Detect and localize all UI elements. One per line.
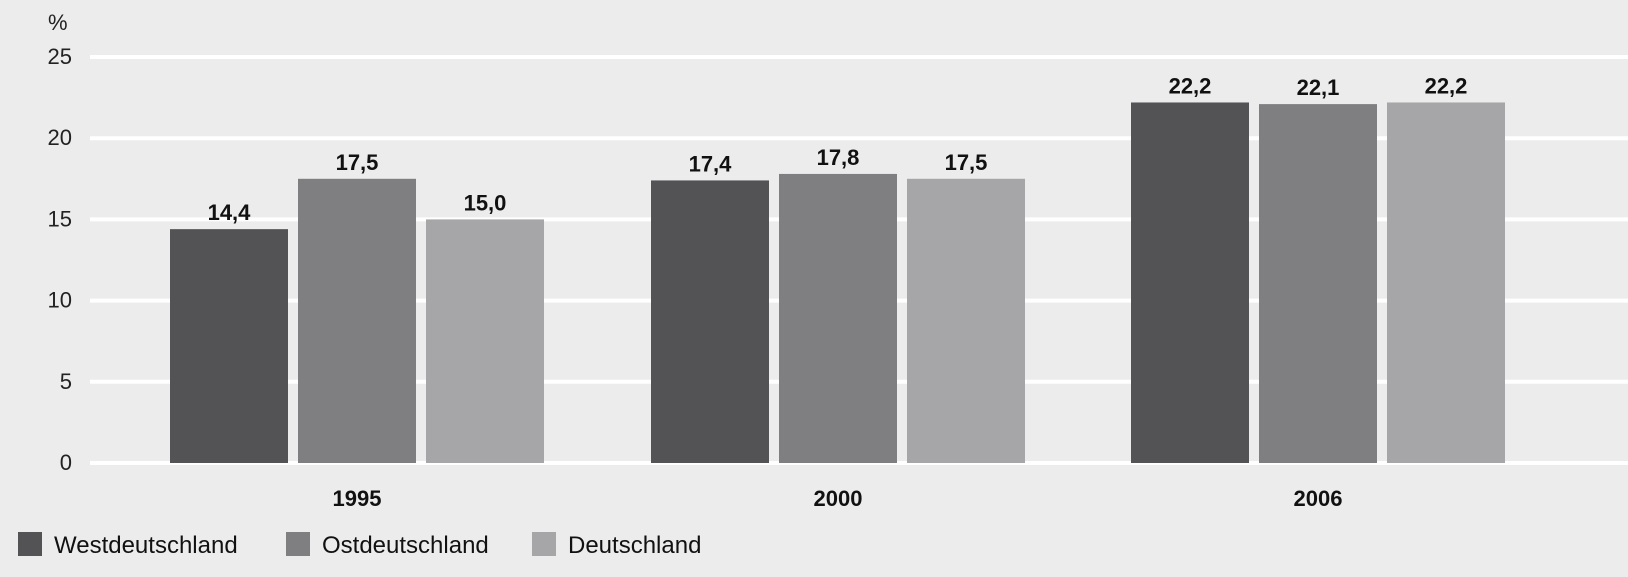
y-tick-label: 20 xyxy=(48,125,72,150)
legend-label: Deutschland xyxy=(568,532,701,559)
bar-westdeutschland-1995 xyxy=(170,229,288,463)
y-tick-label: 25 xyxy=(48,44,72,69)
bar-westdeutschland-2000 xyxy=(651,180,769,463)
data-labels: 14,4 17,5 15,0 17,4 17,8 17,5 22,2 22,1 22,2 xyxy=(208,73,1468,225)
category-label: 1995 xyxy=(333,486,382,511)
bar-deutschland-2006 xyxy=(1387,102,1505,464)
data-label: 17,4 xyxy=(689,151,733,176)
data-label: 17,5 xyxy=(336,150,379,175)
legend-swatch xyxy=(532,532,556,556)
legend-swatch xyxy=(18,532,42,556)
category-labels: 1995 2000 2006 xyxy=(333,486,1343,511)
data-label: 22,2 xyxy=(1169,73,1212,98)
legend-label: Westdeutschland xyxy=(54,532,238,559)
bars xyxy=(170,102,1505,464)
legend-swatch xyxy=(286,532,310,556)
y-axis-tick-labels: 0 5 10 15 20 25 xyxy=(48,44,72,475)
data-label: 17,8 xyxy=(817,145,860,170)
data-label: 15,0 xyxy=(464,190,507,215)
bar-deutschland-2000 xyxy=(907,178,1025,464)
bar-ostdeutschland-2006 xyxy=(1259,104,1377,463)
y-tick-label: 10 xyxy=(48,288,72,313)
y-tick-label: 15 xyxy=(48,206,72,231)
data-label: 22,1 xyxy=(1297,75,1340,100)
data-label: 17,5 xyxy=(945,150,988,175)
bar-deutschland-1995 xyxy=(426,219,544,463)
category-label: 2006 xyxy=(1294,486,1343,511)
bar-westdeutschland-2006 xyxy=(1131,102,1249,464)
y-tick-label: 5 xyxy=(60,369,72,394)
bar-ostdeutschland-1995 xyxy=(298,178,416,464)
bar-ostdeutschland-2000 xyxy=(779,173,897,464)
legend-label: Ostdeutschland xyxy=(322,532,489,559)
data-label: 22,2 xyxy=(1425,73,1468,98)
category-label: 2000 xyxy=(814,486,863,511)
data-label: 14,4 xyxy=(208,200,252,225)
legend: Westdeutschland Ostdeutschland Deutschland xyxy=(18,532,701,559)
y-axis-unit-label: % xyxy=(48,10,68,35)
y-tick-label: 0 xyxy=(60,450,72,475)
